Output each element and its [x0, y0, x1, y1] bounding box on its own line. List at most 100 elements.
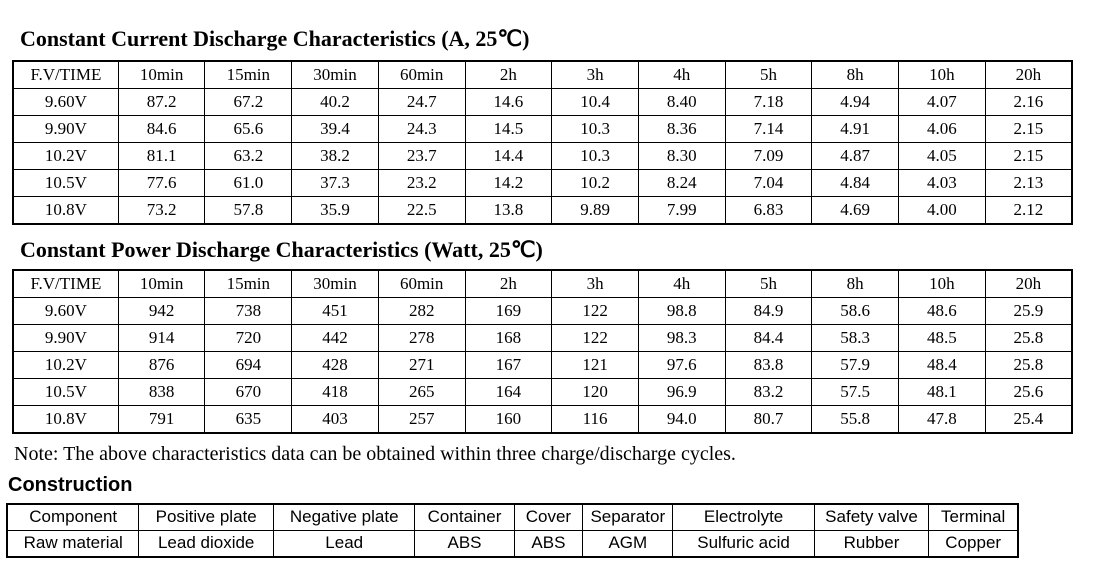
- power-cell-0-10: 10h: [897, 269, 986, 298]
- power-cell-2-2: 720: [204, 323, 293, 352]
- current-cell-3-1: 81.1: [117, 142, 206, 171]
- current-cell-5-10: 4.00: [897, 196, 986, 225]
- power-cell-3-4: 271: [377, 350, 466, 379]
- power-cell-0-11: 20h: [984, 269, 1073, 298]
- current-cell-1-11: 2.16: [984, 88, 1073, 117]
- power-cell-2-4: 278: [377, 323, 466, 352]
- power-cell-5-5: 160: [464, 404, 553, 434]
- current-cell-5-0: 10.8V: [12, 196, 119, 225]
- power-cell-1-7: 98.8: [637, 296, 726, 325]
- current-cell-0-7: 4h: [637, 60, 726, 90]
- current-cell-2-7: 8.36: [637, 115, 726, 144]
- construction-cell-1-0: Raw material: [6, 529, 140, 558]
- current-cell-0-4: 60min: [377, 60, 466, 90]
- power-cell-0-7: 4h: [637, 269, 726, 298]
- current-cell-2-8: 7.14: [724, 115, 813, 144]
- construction-table: Component Positive plate Negative plate Con…: [6, 502, 1020, 558]
- current-cell-1-2: 67.2: [204, 88, 293, 117]
- construction-cell-0-3: Container: [414, 503, 515, 531]
- current-discharge-title: Constant Current Discharge Characteristi…: [20, 26, 530, 51]
- current-row-4: 10.5V 77.6 61.0 37.3 23.2 14.2 10.2 8.24 7.04 4.8…: [12, 169, 1073, 198]
- power-cell-0-3: 30min: [291, 269, 379, 298]
- current-cell-1-4: 24.7: [377, 88, 466, 117]
- power-cell-4-0: 10.5V: [12, 377, 119, 406]
- power-row-0: F.V/TIME 10min 15min 30min 60min 2h 3h 4h 5h 8h 10…: [12, 269, 1073, 298]
- power-cell-0-2: 15min: [204, 269, 293, 298]
- current-cell-1-6: 10.4: [551, 88, 639, 117]
- power-cell-4-11: 25.6: [984, 377, 1073, 406]
- current-cell-0-1: 10min: [117, 60, 206, 90]
- power-cell-3-2: 694: [204, 350, 293, 379]
- power-cell-3-8: 83.8: [724, 350, 813, 379]
- current-cell-5-11: 2.12: [984, 196, 1073, 225]
- power-row-1: 9.60V 942 738 451 282 169 122 98.8 84.9 58.6 48.6 2…: [12, 296, 1073, 325]
- current-cell-2-5: 14.5: [464, 115, 553, 144]
- constant-power-discharge-table: F.V/TIME 10min 15min 30min 60min 2h 3h 4h 5h 8h 10…: [12, 268, 1073, 434]
- current-cell-3-3: 38.2: [291, 142, 379, 171]
- current-cell-5-7: 7.99: [637, 196, 726, 225]
- current-cell-3-8: 7.09: [724, 142, 813, 171]
- power-cell-1-6: 122: [551, 296, 639, 325]
- power-cell-5-7: 94.0: [637, 404, 726, 434]
- current-cell-0-2: 15min: [204, 60, 293, 90]
- power-cell-4-1: 838: [117, 377, 206, 406]
- current-cell-2-1: 84.6: [117, 115, 206, 144]
- power-cell-1-9: 58.6: [811, 296, 899, 325]
- power-cell-4-6: 120: [551, 377, 639, 406]
- current-row-2: 9.90V 84.6 65.6 39.4 24.3 14.5 10.3 8.36 7.14 4.9…: [12, 115, 1073, 144]
- current-cell-4-11: 2.13: [984, 169, 1073, 198]
- power-cell-2-0: 9.90V: [12, 323, 119, 352]
- construction-cell-1-6: Sulfuric acid: [672, 529, 815, 558]
- current-cell-5-4: 22.5: [377, 196, 466, 225]
- power-cell-2-7: 98.3: [637, 323, 726, 352]
- current-cell-4-10: 4.03: [897, 169, 986, 198]
- current-cell-3-2: 63.2: [204, 142, 293, 171]
- current-cell-1-5: 14.6: [464, 88, 553, 117]
- construction-cell-1-7: Rubber: [813, 529, 930, 558]
- power-cell-4-2: 670: [204, 377, 293, 406]
- power-cell-4-4: 265: [377, 377, 466, 406]
- power-discharge-title: Constant Power Discharge Characteristics…: [20, 237, 543, 263]
- current-cell-4-9: 4.84: [811, 169, 899, 198]
- current-cell-3-4: 23.7: [377, 142, 466, 171]
- construction-cell-1-1: Lead dioxide: [138, 529, 274, 558]
- current-cell-1-0: 9.60V: [12, 88, 119, 117]
- constant-current-discharge-table: F.V/TIME 10min 15min 30min 60min 2h 3h 4h 5h 8h 10…: [12, 60, 1073, 226]
- current-cell-3-11: 2.15: [984, 142, 1073, 171]
- current-cell-2-3: 39.4: [291, 115, 379, 144]
- power-cell-5-4: 257: [377, 404, 466, 434]
- power-cell-2-6: 122: [551, 323, 639, 352]
- current-cell-4-5: 14.2: [464, 169, 553, 198]
- construction-cell-1-2: Lead: [272, 529, 416, 558]
- current-cell-5-3: 35.9: [291, 196, 379, 225]
- current-cell-4-3: 37.3: [291, 169, 379, 198]
- power-cell-5-8: 80.7: [724, 404, 813, 434]
- power-cell-5-9: 55.8: [811, 404, 899, 434]
- current-row-3: 10.2V 81.1 63.2 38.2 23.7 14.4 10.3 8.30 7.09 4.8…: [12, 142, 1073, 171]
- power-cell-5-2: 635: [204, 404, 293, 434]
- current-cell-0-10: 10h: [897, 60, 986, 90]
- current-row-1: 9.60V 87.2 67.2 40.2 24.7 14.6 10.4 8.40 7.18 4.9…: [12, 88, 1073, 117]
- current-cell-4-8: 7.04: [724, 169, 813, 198]
- power-cell-0-0: F.V/TIME: [12, 269, 119, 298]
- current-cell-5-2: 57.8: [204, 196, 293, 225]
- current-cell-5-5: 13.8: [464, 196, 553, 225]
- power-cell-4-3: 418: [291, 377, 379, 406]
- current-cell-5-6: 9.89: [551, 196, 639, 225]
- power-cell-2-10: 48.5: [897, 323, 986, 352]
- current-cell-4-7: 8.24: [637, 169, 726, 198]
- power-cell-1-1: 942: [117, 296, 206, 325]
- power-cell-0-6: 3h: [551, 269, 639, 298]
- power-cell-1-8: 84.9: [724, 296, 813, 325]
- power-row-3: 10.2V 876 694 428 271 167 121 97.6 83.8 57.9 48.4 2…: [12, 350, 1073, 379]
- construction-row-1: Raw material Lead dioxide Lead ABS ABS AGM Sul…: [6, 529, 1019, 558]
- power-cell-0-5: 2h: [464, 269, 553, 298]
- power-cell-1-0: 9.60V: [12, 296, 119, 325]
- current-cell-1-3: 40.2: [291, 88, 379, 117]
- power-cell-1-3: 451: [291, 296, 379, 325]
- power-cell-2-5: 168: [464, 323, 553, 352]
- power-cell-4-9: 57.5: [811, 377, 899, 406]
- current-cell-0-0: F.V/TIME: [12, 60, 119, 90]
- construction-row-0: Component Positive plate Negative plate Con…: [6, 503, 1019, 531]
